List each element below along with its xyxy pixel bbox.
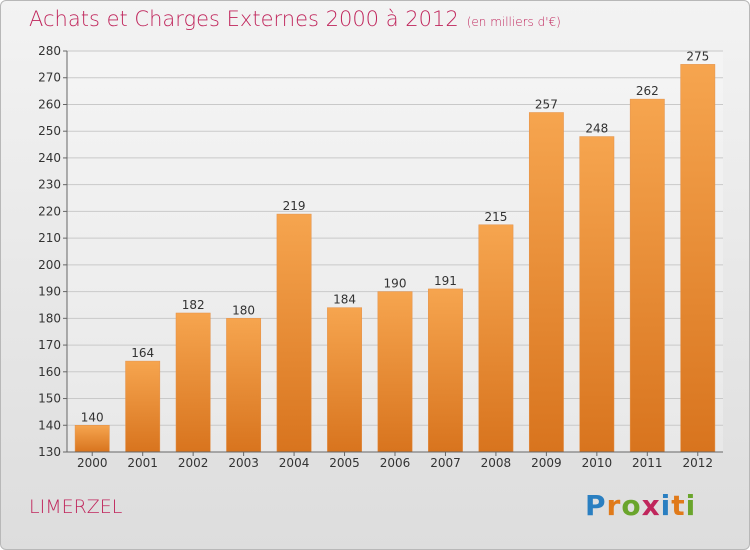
- logo-letter: x: [641, 489, 661, 522]
- y-tick-label: 260: [38, 97, 61, 111]
- x-tick-label: 2002: [178, 456, 209, 470]
- logo-letter: P: [585, 489, 607, 522]
- y-tick-label: 240: [38, 151, 61, 165]
- bar: [226, 318, 262, 453]
- data-label: 215: [484, 210, 507, 224]
- data-label: 140: [81, 410, 104, 424]
- axes: 130 140 150 160 170 180 190 200 210 220 230 240 250 2…: [38, 44, 723, 470]
- x-tick-label: 2004: [279, 456, 310, 470]
- y-tick-label: 150: [38, 392, 61, 406]
- x-tick-label: 2000: [77, 456, 108, 470]
- y-tick-label: 130: [38, 445, 61, 459]
- bar: [377, 291, 413, 453]
- data-label: 182: [182, 298, 205, 312]
- data-label: 180: [232, 303, 255, 317]
- y-tick-label: 160: [38, 365, 61, 379]
- logo-letter: i: [685, 489, 697, 522]
- y-tick-label: 200: [38, 258, 61, 272]
- data-label: 190: [384, 277, 407, 291]
- data-label: 184: [333, 293, 356, 307]
- x-tick-label: 2001: [127, 456, 158, 470]
- bar: [125, 360, 161, 453]
- x-tick-label: 2010: [582, 456, 613, 470]
- logo-letter: r: [606, 489, 622, 522]
- data-label: 248: [585, 122, 608, 136]
- logo-letter: i: [660, 489, 672, 522]
- data-label: 191: [434, 274, 457, 288]
- bar: [680, 64, 716, 453]
- location-label: LIMERZEL: [29, 496, 123, 518]
- data-label: 262: [636, 84, 659, 98]
- x-tick-label: 2007: [430, 456, 461, 470]
- bar: [528, 112, 564, 453]
- y-tick-label: 220: [38, 204, 61, 218]
- chart-subtitle: (en milliers d'€): [466, 15, 561, 29]
- bar: [428, 288, 463, 453]
- bar: [327, 307, 362, 453]
- x-tick-label: 2005: [329, 456, 360, 470]
- x-tick-label: 2009: [531, 456, 562, 470]
- x-tick-label: 2008: [481, 456, 512, 470]
- x-tick-label: 2006: [380, 456, 411, 470]
- data-label: 275: [686, 49, 709, 63]
- y-tick-label: 230: [38, 178, 61, 192]
- bar: [175, 312, 211, 453]
- logo-letter: o: [621, 489, 642, 522]
- bars: 140 164 182 180 219 184 190 191 215 257 248 262 275: [74, 49, 716, 453]
- chart-title: Achats et Charges Externes 2000 à 2012 (e…: [29, 7, 561, 31]
- y-tick-label: 190: [38, 285, 61, 299]
- x-tick-label: 2003: [228, 456, 259, 470]
- data-label: 257: [535, 97, 558, 111]
- y-tick-label: 180: [38, 311, 61, 325]
- proxiti-logo: Proxiti: [585, 489, 696, 522]
- bar: [579, 136, 615, 453]
- y-tick-label: 210: [38, 231, 61, 245]
- x-tick-label: 2011: [632, 456, 663, 470]
- y-tick-label: 250: [38, 124, 61, 138]
- data-label: 219: [283, 199, 306, 213]
- y-tick-label: 140: [38, 418, 61, 432]
- logo-letter: t: [671, 489, 686, 522]
- y-tick-label: 270: [38, 71, 61, 85]
- bar: [276, 213, 312, 453]
- x-tick-label: 2012: [682, 456, 713, 470]
- data-label: 164: [131, 346, 154, 360]
- bar: [478, 224, 514, 453]
- chart-title-text: Achats et Charges Externes 2000 à 2012: [29, 7, 459, 31]
- y-tick-label: 280: [38, 44, 61, 58]
- bar: [74, 425, 110, 453]
- y-tick-label: 170: [38, 338, 61, 352]
- bar: [629, 98, 665, 453]
